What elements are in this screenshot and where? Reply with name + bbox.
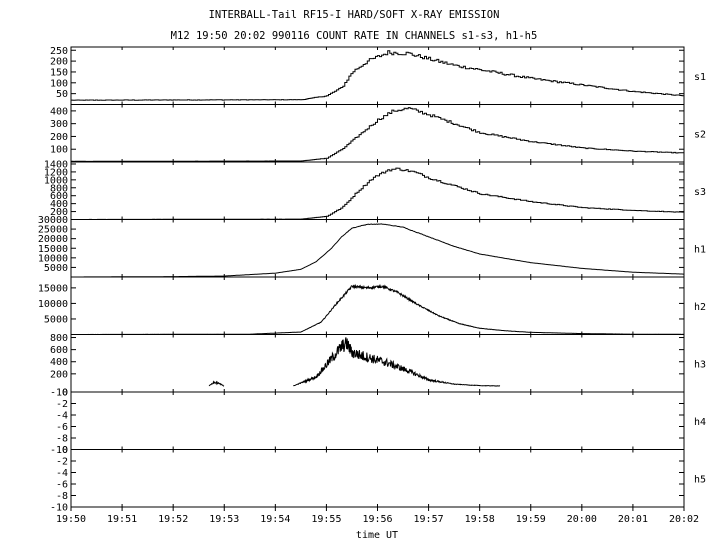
series-s3 [71,167,685,220]
y-tick-label: 5000 [44,263,68,274]
y-tick-label: 1200 [44,167,68,178]
x-tick-label: 19:56 [362,514,392,525]
chart-subtitle: M12 19:50 20:02 990116 COUNT RATE IN CHA… [171,30,538,42]
y-tick-label: -10 [50,388,68,399]
x-tick-label: 19:53 [209,514,239,525]
y-tick-label: 5000 [44,314,68,325]
series-h2 [71,283,684,336]
series-s2 [71,107,685,162]
y-tick-label: -8 [56,491,68,502]
y-tick-label: -10 [50,445,68,456]
y-tick-label: 400 [50,199,68,210]
channel-label: h1 [694,244,706,255]
channel-label: s1 [694,72,706,83]
series-h3 [293,337,501,387]
x-tick-label: 19:50 [56,514,86,525]
y-tick-label: 15000 [38,244,68,255]
y-tick-label: 25000 [38,225,68,236]
x-tick-label: 20:01 [618,514,648,525]
panels: 50100150200250s1100200300400s22004006008… [38,46,706,514]
series-s1 [71,50,685,101]
panel-frame [70,449,685,508]
x-tick-label: 19:52 [158,514,188,525]
series-h3 [208,380,225,387]
series-h1 [71,223,684,278]
y-tick-label: 15000 [38,283,68,294]
y-tick-label: 800 [50,183,68,194]
y-tick-label: 100 [50,145,68,156]
y-tick-label: 1400 [44,159,68,170]
y-tick-label: -2 [56,399,68,410]
y-tick-label: 250 [50,46,68,57]
x-tick-label: 19:51 [107,514,137,525]
x-tick-label: 19:57 [414,514,444,525]
y-tick-label: -6 [56,422,68,433]
y-tick-label: 150 [50,67,68,78]
channel-label: h4 [694,417,706,428]
chart-title: INTERBALL-Tail RF15-I HARD/SOFT X-RAY EM… [209,9,500,21]
y-tick-label: 0 [62,388,68,399]
y-tick-label: 1000 [44,175,68,186]
x-tick-label: 20:02 [669,514,699,525]
panel-h2: 5000 10000 15000 h2 [38,276,706,336]
channel-label: h2 [694,302,706,313]
y-tick-label: 100 [50,78,68,89]
panel-frame [70,161,685,220]
y-tick-label: 10000 [38,253,68,264]
y-tick-label: 600 [50,345,68,356]
y-tick-label: -6 [56,480,68,491]
panel-s2: 100 200 300 400 s2 [50,104,706,163]
x-tick-label: 19:58 [465,514,495,525]
x-tick-label: 19:54 [260,514,290,525]
x-tick-label: 19:55 [311,514,341,525]
y-tick-label: 400 [50,106,68,117]
y-tick-label: 200 [50,207,68,218]
y-tick-label: 300 [50,119,68,130]
y-tick-label: -10 [50,503,68,514]
y-tick-label: 10000 [38,299,68,310]
panel-frame [70,219,685,278]
y-tick-label: 800 [50,333,68,344]
panel-frame [70,104,685,163]
x-axis-label: time UT [356,530,398,541]
y-tick-label: 30000 [38,215,68,226]
y-tick-label: -4 [56,468,68,479]
y-tick-label: -2 [56,457,68,468]
y-tick-label: 200 [50,132,68,143]
channel-label: h5 [694,474,706,485]
y-tick-label: 200 [50,369,68,380]
y-tick-label: 0 [62,445,68,456]
x-tick-label: 19:59 [516,514,546,525]
y-tick-label: -8 [56,434,68,445]
x-tick-label: 20:00 [567,514,597,525]
panel-frame [70,334,685,393]
y-tick-label: -4 [56,411,68,422]
y-tick-label: 400 [50,357,68,368]
channel-label: h3 [694,359,706,370]
y-tick-label: 20000 [38,234,68,245]
y-tick-label: 50 [56,89,68,100]
channel-label: s3 [694,187,706,198]
x-axis: 19:50 19:51 19:52 19:53 19:54 19:55 19:56 19:57… [56,507,699,525]
y-tick-label: 200 [50,57,68,68]
panel-frame [70,391,685,450]
channel-label: s2 [694,129,706,140]
y-tick-label: 600 [50,191,68,202]
